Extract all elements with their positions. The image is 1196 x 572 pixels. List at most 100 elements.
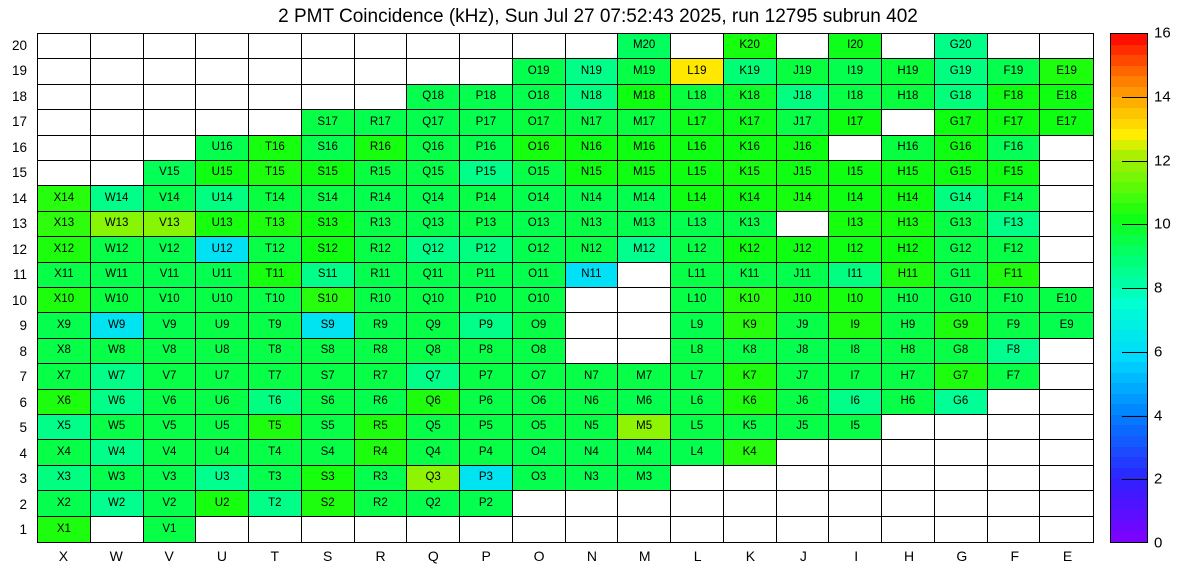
heatmap-cell[interactable] (882, 516, 935, 542)
heatmap-cell[interactable]: T4 (249, 440, 302, 466)
heatmap-cell[interactable]: K10 (723, 287, 777, 314)
heatmap-cell[interactable] (512, 34, 566, 60)
heatmap-cell[interactable] (882, 465, 935, 492)
heatmap-cell[interactable] (38, 59, 91, 85)
heatmap-cell[interactable]: R17 (354, 110, 408, 136)
heatmap-cell[interactable]: R6 (354, 389, 408, 415)
heatmap-cell[interactable]: H13 (882, 211, 935, 238)
heatmap-cell[interactable]: T3 (249, 465, 302, 492)
heatmap-cell[interactable]: R5 (354, 414, 408, 441)
heatmap-cell[interactable]: T5 (249, 414, 302, 441)
heatmap-cell[interactable]: O15 (512, 160, 566, 187)
heatmap-cell[interactable]: H16 (882, 135, 935, 161)
heatmap-cell[interactable]: Q16 (407, 135, 460, 161)
heatmap-cell[interactable] (249, 110, 302, 136)
heatmap-cell[interactable] (1040, 414, 1093, 441)
heatmap-cell[interactable]: W14 (90, 186, 144, 212)
heatmap-cell[interactable] (671, 465, 724, 492)
heatmap-cell[interactable]: J9 (776, 313, 830, 339)
heatmap-cell[interactable]: X9 (38, 313, 91, 339)
heatmap-cell[interactable] (882, 110, 935, 136)
heatmap-cell[interactable] (934, 516, 988, 542)
heatmap-cell[interactable]: H14 (882, 186, 935, 212)
heatmap-cell[interactable]: N12 (565, 237, 619, 263)
heatmap-cell[interactable]: I9 (829, 313, 882, 339)
heatmap-cell[interactable]: P4 (460, 440, 513, 466)
heatmap-cell[interactable]: P13 (460, 211, 513, 238)
heatmap-cell[interactable]: U12 (196, 237, 249, 263)
heatmap-cell[interactable]: I19 (829, 59, 882, 85)
heatmap-cell[interactable] (1040, 211, 1093, 238)
heatmap-cell[interactable]: N18 (565, 84, 619, 111)
heatmap-cell[interactable] (38, 160, 91, 187)
heatmap-cell[interactable]: L11 (671, 262, 724, 288)
heatmap-cell[interactable] (90, 59, 144, 85)
heatmap-cell[interactable]: T15 (249, 160, 302, 187)
heatmap-cell[interactable]: Q15 (407, 160, 460, 187)
heatmap-cell[interactable] (829, 465, 882, 492)
heatmap-cell[interactable] (1040, 34, 1093, 60)
heatmap-cell[interactable]: K15 (723, 160, 777, 187)
heatmap-cell[interactable]: O12 (512, 237, 566, 263)
heatmap-cell[interactable] (829, 491, 882, 517)
heatmap-cell[interactable]: S10 (301, 287, 355, 314)
heatmap-cell[interactable] (38, 34, 91, 60)
heatmap-cell[interactable] (1040, 237, 1093, 263)
heatmap-cell[interactable]: P6 (460, 389, 513, 415)
heatmap-cell[interactable] (196, 110, 249, 136)
heatmap-cell[interactable]: G16 (934, 135, 988, 161)
heatmap-cell[interactable]: V13 (143, 211, 197, 238)
heatmap-cell[interactable] (90, 135, 144, 161)
heatmap-cell[interactable]: I17 (829, 110, 882, 136)
heatmap-cell[interactable]: P16 (460, 135, 513, 161)
heatmap-cell[interactable]: E19 (1040, 59, 1093, 85)
heatmap-cell[interactable]: T2 (249, 491, 302, 517)
heatmap-cell[interactable] (723, 491, 777, 517)
heatmap-cell[interactable]: O3 (512, 465, 566, 492)
heatmap-cell[interactable]: T8 (249, 338, 302, 365)
heatmap-cell[interactable]: X14 (38, 186, 91, 212)
heatmap-cell[interactable] (618, 287, 671, 314)
heatmap-cell[interactable]: R15 (354, 160, 408, 187)
heatmap-cell[interactable] (829, 516, 882, 542)
heatmap-cell[interactable]: J14 (776, 186, 830, 212)
heatmap-cell[interactable]: P10 (460, 287, 513, 314)
heatmap-cell[interactable] (196, 84, 249, 111)
heatmap-cell[interactable]: S8 (301, 338, 355, 365)
heatmap-cell[interactable]: J10 (776, 287, 830, 314)
heatmap-cell[interactable]: M5 (618, 414, 671, 441)
heatmap-cell[interactable]: S17 (301, 110, 355, 136)
heatmap-cell[interactable]: N19 (565, 59, 619, 85)
heatmap-cell[interactable] (249, 84, 302, 111)
heatmap-cell[interactable] (460, 516, 513, 542)
heatmap-cell[interactable]: X13 (38, 211, 91, 238)
heatmap-cell[interactable]: O9 (512, 313, 566, 339)
heatmap-cell[interactable]: N4 (565, 440, 619, 466)
heatmap-cell[interactable]: L7 (671, 364, 724, 390)
heatmap-cell[interactable]: G6 (934, 389, 988, 415)
heatmap-cell[interactable]: L8 (671, 338, 724, 365)
heatmap-cell[interactable] (301, 516, 355, 542)
heatmap-cell[interactable]: S12 (301, 237, 355, 263)
heatmap-cell[interactable] (565, 516, 619, 542)
heatmap-cell[interactable]: V14 (143, 186, 197, 212)
heatmap-cell[interactable] (512, 491, 566, 517)
heatmap-cell[interactable]: J12 (776, 237, 830, 263)
heatmap-cell[interactable]: J5 (776, 414, 830, 441)
heatmap-cell[interactable]: K8 (723, 338, 777, 365)
heatmap-cell[interactable]: U9 (196, 313, 249, 339)
heatmap-cell[interactable]: U6 (196, 389, 249, 415)
heatmap-cell[interactable] (196, 59, 249, 85)
heatmap-cell[interactable] (987, 516, 1041, 542)
heatmap-cell[interactable] (354, 59, 408, 85)
heatmap-cell[interactable]: J15 (776, 160, 830, 187)
heatmap-cell[interactable] (987, 491, 1041, 517)
heatmap-cell[interactable]: I12 (829, 237, 882, 263)
heatmap-cell[interactable] (565, 338, 619, 365)
heatmap-cell[interactable] (934, 491, 988, 517)
heatmap-cell[interactable]: I18 (829, 84, 882, 111)
heatmap-cell[interactable]: U7 (196, 364, 249, 390)
heatmap-cell[interactable] (882, 491, 935, 517)
heatmap-cell[interactable]: J16 (776, 135, 830, 161)
heatmap-cell[interactable]: Q11 (407, 262, 460, 288)
